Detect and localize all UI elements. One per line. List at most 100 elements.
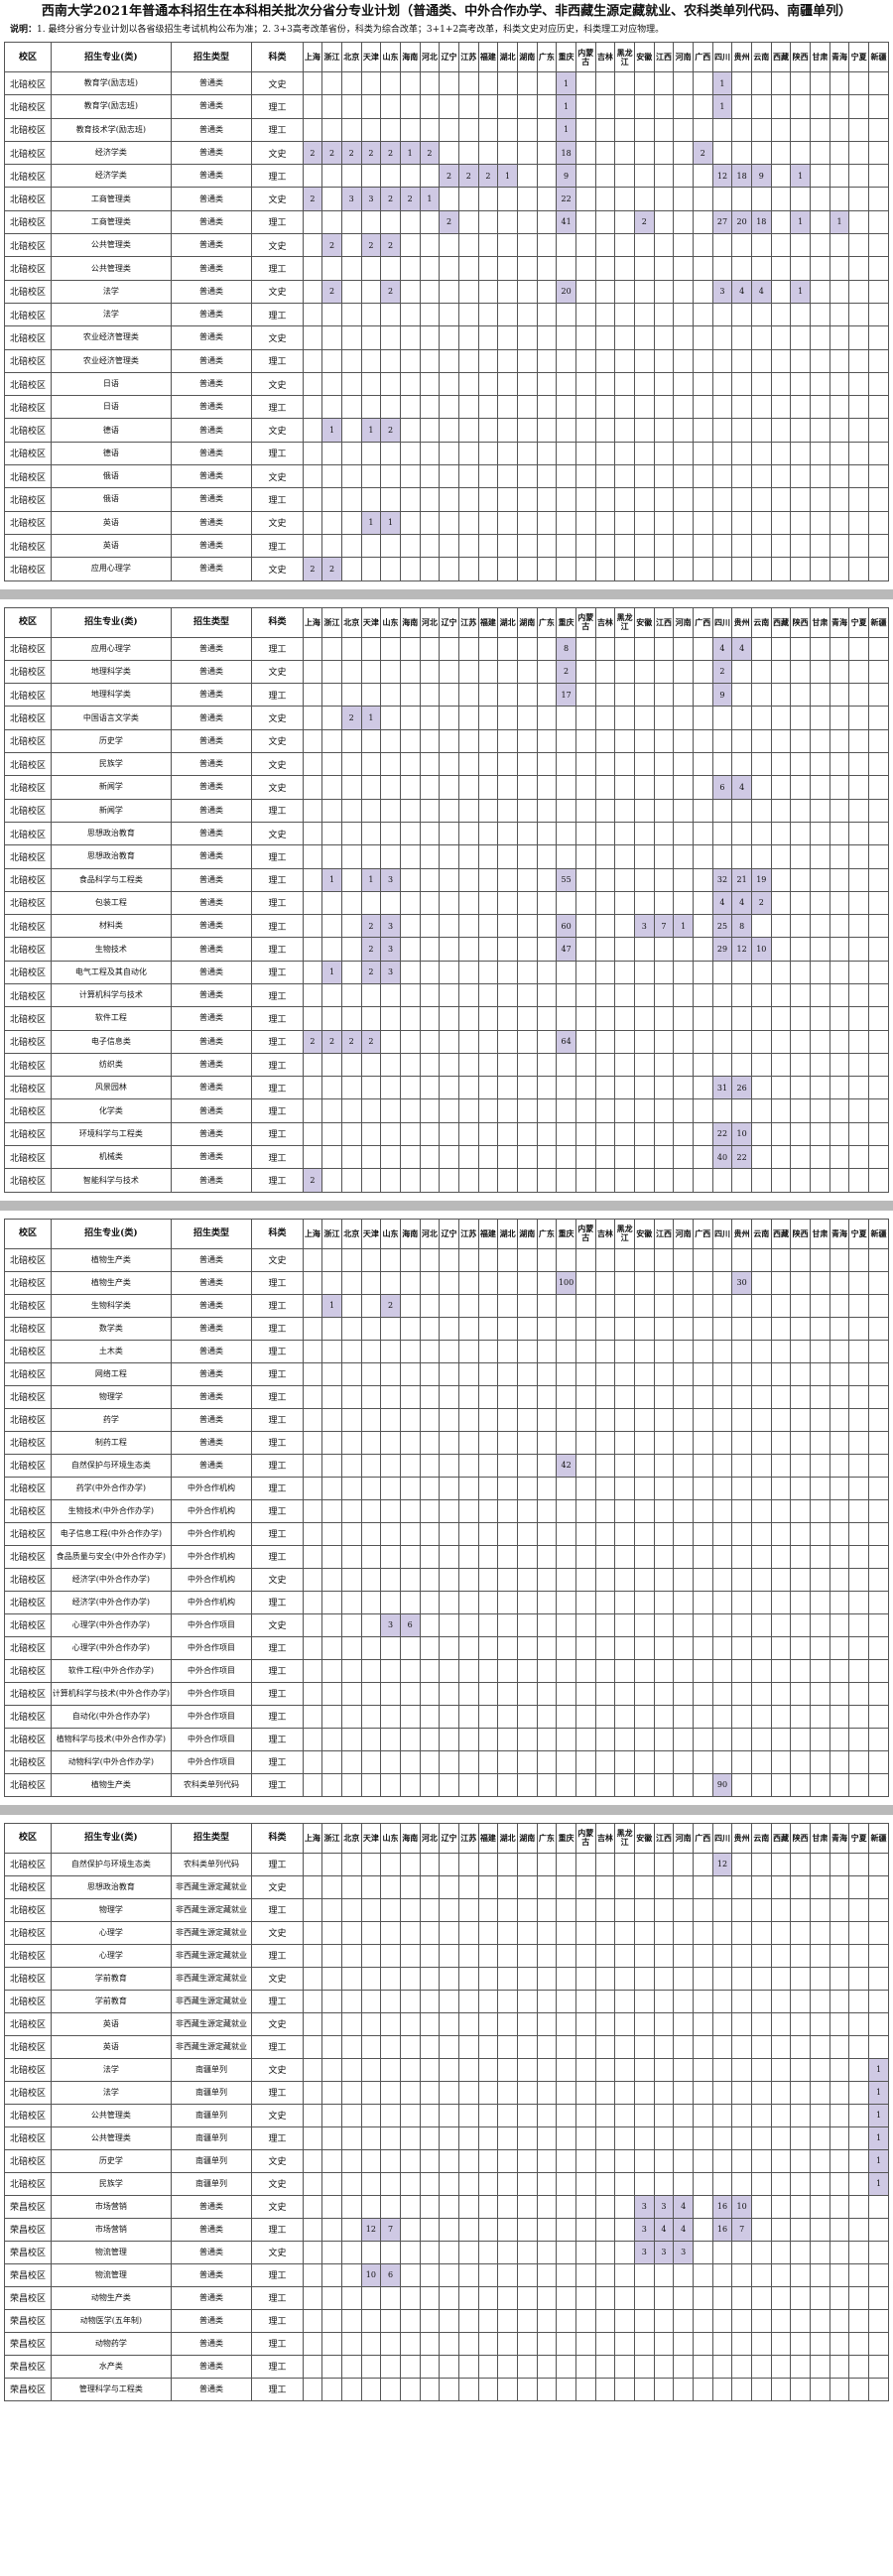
quota-cell: 47 (556, 937, 576, 962)
major-cell: 自然保护与环境生态类 (51, 1453, 172, 1478)
quota-cell (614, 94, 635, 119)
quota-cell (673, 164, 694, 189)
quota-cell (399, 1544, 421, 1569)
quota-cell (439, 1384, 459, 1409)
quota-cell (536, 1384, 558, 1409)
quota-cell (477, 2125, 499, 2150)
quota-cell (556, 1920, 576, 1945)
quota-cell (810, 1897, 830, 1922)
quota-cell (868, 510, 889, 535)
quota-cell (360, 683, 382, 708)
quota-cell (516, 1704, 538, 1729)
type-cell: 理工 (251, 1897, 304, 1922)
quota-cell (419, 798, 441, 823)
quota-cell (810, 728, 830, 754)
table-row: 荣昌校区 动物医学(五年制) 普通类 理工 (3, 2308, 889, 2333)
quota-cell (731, 844, 752, 869)
quota-cell (380, 94, 401, 119)
quota-cell (594, 1521, 616, 1546)
category-cell: 普通类 (170, 890, 253, 916)
quota-cell (574, 164, 596, 189)
quota-cell (614, 510, 635, 535)
quota-cell (594, 371, 616, 397)
quota-cell (614, 890, 635, 916)
quota-cell (439, 1407, 459, 1432)
quota-cell (633, 890, 655, 916)
quota-cell (653, 2308, 675, 2333)
quota-cell (673, 279, 694, 304)
table-row: 北碚校区 心理学(中外合作办学) 中外合作项目 文史 3 6 (3, 1612, 889, 1637)
quota-cell (574, 1098, 596, 1123)
quota-cell (556, 233, 576, 258)
quota-cell (497, 2262, 518, 2287)
quota-cell (321, 706, 342, 730)
quota-cell (750, 1247, 772, 1272)
quota-cell (790, 1121, 811, 1147)
quota-cell (516, 2103, 538, 2127)
quota-cell (574, 2331, 596, 2356)
quota-cell (380, 1098, 401, 1123)
quota-cell (848, 117, 870, 142)
quota-cell (380, 844, 401, 869)
quota-cell (673, 1430, 694, 1455)
header-province: 陕西 (790, 1218, 811, 1249)
table-row: 北碚校区 化学类 普通类 理工 (3, 1098, 889, 1123)
quota-cell (419, 1098, 441, 1123)
category-cell: 普通类 (170, 164, 253, 189)
quota-cell (477, 1920, 499, 1945)
quota-cell (302, 2171, 323, 2196)
type-cell: 理工 (251, 1989, 304, 2013)
quota-cell (477, 1635, 499, 1660)
quota-cell (380, 2240, 401, 2264)
quota-cell (360, 1966, 382, 1991)
category-cell: 普通类 (170, 1293, 253, 1318)
quota-cell (790, 2262, 811, 2287)
campus-cell: 北碚校区 (3, 1658, 53, 1683)
quota-cell (399, 302, 421, 327)
quota-cell (360, 70, 382, 96)
quota-cell (399, 821, 421, 846)
quota-cell (419, 2217, 441, 2242)
quota-cell (477, 1852, 499, 1876)
quota-cell (594, 557, 616, 581)
category-cell: 普通类 (170, 1270, 253, 1295)
table-row: 北碚校区 心理学(中外合作办学) 中外合作项目 理工 (3, 1635, 889, 1660)
quota-cell (810, 1316, 830, 1341)
quota-cell (380, 798, 401, 823)
quota-cell (340, 487, 362, 512)
quota-cell (594, 1006, 616, 1031)
quota-cell (380, 1749, 401, 1774)
quota-cell (594, 233, 616, 258)
quota-cell (633, 1384, 655, 1409)
quota-cell (321, 937, 342, 962)
quota-cell (574, 798, 596, 823)
quota-cell (556, 1361, 576, 1386)
quota-cell (731, 1168, 752, 1193)
quota-cell: 4 (711, 636, 733, 661)
quota-cell (868, 844, 889, 869)
quota-cell: 2 (692, 140, 713, 166)
quota-cell (302, 1453, 323, 1478)
header-province: 宁夏 (848, 1822, 870, 1854)
quota-cell (770, 2080, 792, 2105)
quota-cell (574, 1293, 596, 1318)
quota-cell (321, 1635, 342, 1660)
quota-cell (477, 533, 499, 559)
quota-cell (477, 1521, 499, 1546)
type-cell: 文史 (251, 418, 304, 443)
quota-cell (556, 1316, 576, 1341)
quota-cell (692, 1339, 713, 1363)
quota-cell (574, 140, 596, 166)
quota-cell (790, 2194, 811, 2219)
major-cell: 计算机科学与技术 (51, 982, 172, 1008)
quota-cell (594, 2262, 616, 2287)
quota-cell (692, 1270, 713, 1295)
quota-cell (516, 325, 538, 350)
quota-cell (574, 279, 596, 304)
quota-cell (829, 752, 850, 777)
quota-cell (633, 960, 655, 984)
quota-cell (516, 1476, 538, 1500)
quota-cell (574, 1897, 596, 1922)
quota-cell (302, 1989, 323, 2013)
quota-cell (848, 1052, 870, 1078)
